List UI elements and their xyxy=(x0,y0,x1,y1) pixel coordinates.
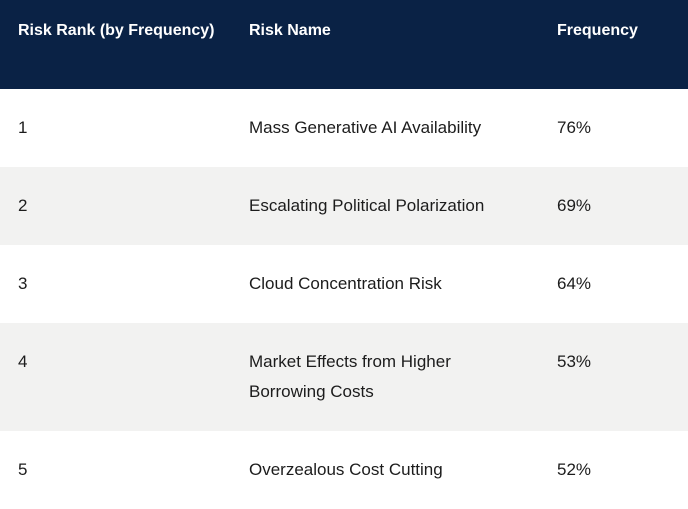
cell-risk-name: Cloud Concentration Risk xyxy=(249,274,442,293)
cell-risk-name: Mass Generative AI Availability xyxy=(249,118,482,137)
cell-risk-name: Escalating Political Polarization xyxy=(249,196,485,215)
table-row: 5 Overzealous Cost Cutting 52% xyxy=(0,431,688,509)
table-row: 4 Market Effects from Higher Borrowing C… xyxy=(0,323,688,431)
cell-frequency: 53% xyxy=(557,352,592,371)
table-row: 3 Cloud Concentration Risk 64% xyxy=(0,245,688,323)
column-header-risk-rank: Risk Rank (by Frequency) xyxy=(18,22,215,39)
cell-risk-rank: 2 xyxy=(18,196,28,215)
cell-frequency: 76% xyxy=(557,118,592,137)
column-header-risk-name: Risk Name xyxy=(249,22,331,39)
cell-risk-name: Overzealous Cost Cutting xyxy=(249,460,443,479)
column-header-frequency: Frequency xyxy=(557,22,638,39)
table-row: 1 Mass Generative AI Availability 76% xyxy=(0,89,688,167)
table-row: 2 Escalating Political Polarization 69% xyxy=(0,167,688,245)
cell-frequency: 69% xyxy=(557,196,592,215)
cell-risk-rank: 1 xyxy=(18,118,28,137)
cell-risk-rank: 3 xyxy=(18,274,28,293)
cell-risk-rank: 5 xyxy=(18,460,28,479)
cell-risk-name: Market Effects from Higher Borrowing Cos… xyxy=(249,352,451,401)
table-header-row: Risk Rank (by Frequency) Risk Name Frequ… xyxy=(0,0,688,89)
cell-risk-rank: 4 xyxy=(18,352,28,371)
cell-frequency: 64% xyxy=(557,274,592,293)
cell-frequency: 52% xyxy=(557,460,592,479)
